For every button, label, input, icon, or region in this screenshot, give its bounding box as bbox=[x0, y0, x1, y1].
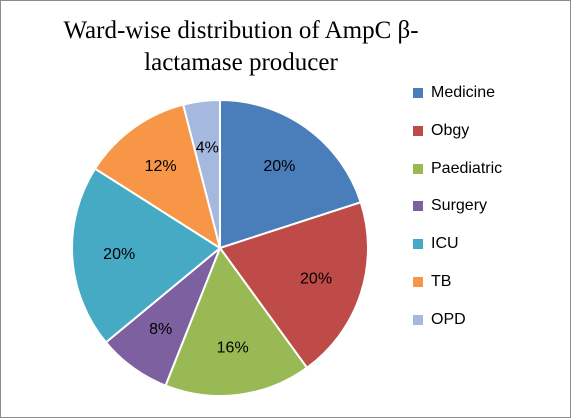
legend-swatch-icu bbox=[413, 239, 423, 250]
legend-swatch-paediatric bbox=[413, 163, 423, 174]
legend-label-medicine: Medicine bbox=[431, 84, 496, 101]
data-label-icu: 20% bbox=[103, 246, 135, 263]
legend-label-icu: ICU bbox=[431, 235, 459, 253]
legend-label-opd: OPD bbox=[431, 310, 466, 328]
data-label-obgy: 20% bbox=[300, 271, 332, 288]
pie-slice-obgy bbox=[218, 201, 369, 370]
pie-slices bbox=[71, 98, 369, 397]
legend-label-tb: TB bbox=[431, 273, 452, 290]
pie-slice-tb bbox=[93, 103, 222, 251]
data-label-medicine: 20% bbox=[263, 158, 295, 175]
chart-title-line-2: lactamase producer bbox=[144, 49, 338, 76]
data-label-surgery: 8% bbox=[149, 321, 172, 338]
pie-slice-icu bbox=[71, 167, 222, 344]
pie-slice-opd bbox=[181, 98, 221, 249]
legend-swatch-surgery bbox=[413, 201, 423, 212]
legend-swatch-medicine bbox=[413, 88, 423, 98]
legend-swatch-tb bbox=[413, 277, 423, 287]
chart-title-line-1: Ward-wise distribution of AmpC β- bbox=[63, 17, 419, 44]
pie-data-labels: 20% 20% 16% 8% 20% 12% 4% bbox=[103, 139, 332, 356]
chart-title: Ward-wise distribution of AmpC β- lactam… bbox=[41, 15, 441, 79]
legend-label-surgery: Surgery bbox=[431, 197, 488, 215]
data-label-opd: 4% bbox=[196, 139, 219, 156]
legend-swatch-opd bbox=[413, 314, 423, 325]
legend-label-obgy: Obgy bbox=[431, 121, 470, 139]
pie-slice-medicine bbox=[219, 98, 363, 250]
legend-swatch-obgy bbox=[413, 125, 423, 136]
pie-slice-paediatric bbox=[164, 245, 309, 397]
legend-label-paediatric: Paediatric bbox=[431, 159, 503, 177]
data-label-tb: 12% bbox=[145, 158, 177, 175]
data-label-paediatric: 16% bbox=[217, 340, 249, 357]
